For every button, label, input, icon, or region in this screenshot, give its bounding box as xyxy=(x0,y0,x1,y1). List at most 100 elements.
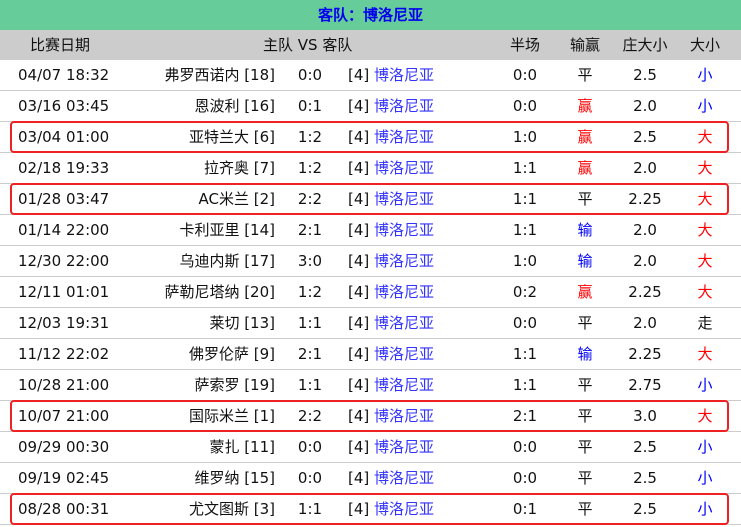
home-team[interactable]: 萨勒尼塔纳 [20] xyxy=(164,283,275,301)
away-name[interactable]: 博洛尼亚 xyxy=(374,128,435,146)
away-name[interactable]: 博洛尼亚 xyxy=(374,314,435,332)
ou-result: 大 xyxy=(697,283,713,301)
home-team[interactable]: 莱切 [13] xyxy=(209,314,275,332)
away-team[interactable]: [4] 博洛尼亚 xyxy=(348,60,434,90)
away-team[interactable]: [4] 博洛尼亚 xyxy=(348,122,434,152)
result: 平 xyxy=(577,190,593,208)
away-rank: [4] xyxy=(348,283,370,301)
away-team[interactable]: [4] 博洛尼亚 xyxy=(348,339,434,369)
full-score: 0:0 xyxy=(297,66,323,84)
ou-line: 2.25 xyxy=(628,190,662,208)
half-score: 1:1 xyxy=(512,376,538,394)
away-team[interactable]: [4] 博洛尼亚 xyxy=(348,432,434,462)
full-score: 0:0 xyxy=(297,469,323,487)
ou-result: 小 xyxy=(697,66,713,84)
home-team[interactable]: 亚特兰大 [6] xyxy=(188,128,275,146)
away-team[interactable]: [4] 博洛尼亚 xyxy=(348,184,434,214)
table-row: 03/16 03:45 恩波利 [16] 0:1 [4] 博洛尼亚 0:0 赢 … xyxy=(0,91,741,122)
away-rank: [4] xyxy=(348,376,370,394)
ou-line: 2.25 xyxy=(628,283,662,301)
away-name[interactable]: 博洛尼亚 xyxy=(374,66,435,84)
away-team[interactable]: [4] 博洛尼亚 xyxy=(348,370,434,400)
away-name[interactable]: 博洛尼亚 xyxy=(374,97,435,115)
ou-line: 2.0 xyxy=(633,314,657,332)
away-rank: [4] xyxy=(348,252,370,270)
full-score: 1:2 xyxy=(297,159,323,177)
home-team[interactable]: AC米兰 [2] xyxy=(198,190,276,208)
full-score: 1:1 xyxy=(297,500,323,518)
ou-line: 2.0 xyxy=(633,97,657,115)
home-team[interactable]: 弗罗西诺内 [18] xyxy=(164,66,275,84)
match-date: 12/03 19:31 xyxy=(18,314,110,332)
result: 平 xyxy=(577,376,593,394)
away-name[interactable]: 博洛尼亚 xyxy=(374,407,435,425)
home-team[interactable]: 国际米兰 [1] xyxy=(188,407,275,425)
away-rank: [4] xyxy=(348,221,370,239)
match-date: 10/28 21:00 xyxy=(18,376,110,394)
away-name[interactable]: 博洛尼亚 xyxy=(374,159,435,177)
home-team[interactable]: 恩波利 [16] xyxy=(194,97,275,115)
away-team[interactable]: [4] 博洛尼亚 xyxy=(348,246,434,276)
ou-result: 小 xyxy=(697,376,713,394)
ou-result: 大 xyxy=(697,221,713,239)
result: 平 xyxy=(577,438,593,456)
home-team[interactable]: 维罗纳 [15] xyxy=(194,469,275,487)
away-team[interactable]: [4] 博洛尼亚 xyxy=(348,153,434,183)
home-team[interactable]: 拉齐奥 [7] xyxy=(203,159,275,177)
match-date: 04/07 18:32 xyxy=(18,66,110,84)
away-name[interactable]: 博洛尼亚 xyxy=(374,376,435,394)
away-team[interactable]: [4] 博洛尼亚 xyxy=(348,91,434,121)
header-odds: 庄大小 xyxy=(622,36,668,54)
away-team[interactable]: [4] 博洛尼亚 xyxy=(348,308,434,338)
full-score: 2:1 xyxy=(297,221,323,239)
away-name[interactable]: 博洛尼亚 xyxy=(374,190,435,208)
home-team[interactable]: 卡利亚里 [14] xyxy=(179,221,275,239)
ou-result: 大 xyxy=(697,159,713,177)
full-score: 0:0 xyxy=(297,438,323,456)
home-team[interactable]: 佛罗伦萨 [9] xyxy=(188,345,275,363)
away-name[interactable]: 博洛尼亚 xyxy=(374,345,435,363)
table-row: 10/28 21:00 萨索罗 [19] 1:1 [4] 博洛尼亚 1:1 平 … xyxy=(0,370,741,401)
header-row: 比赛日期 主队 VS 客队 半场 输赢 庄大小 大小 xyxy=(0,30,741,60)
ou-result: 大 xyxy=(697,345,713,363)
home-team[interactable]: 蒙扎 [11] xyxy=(209,438,275,456)
away-name[interactable]: 博洛尼亚 xyxy=(374,500,435,518)
away-team[interactable]: [4] 博洛尼亚 xyxy=(348,463,434,493)
header-half: 半场 xyxy=(509,36,540,54)
home-team[interactable]: 萨索罗 [19] xyxy=(194,376,275,394)
match-date: 09/29 00:30 xyxy=(18,438,110,456)
away-name[interactable]: 博洛尼亚 xyxy=(374,469,435,487)
away-rank: [4] xyxy=(348,66,370,84)
ou-line: 3.0 xyxy=(633,407,657,425)
away-name[interactable]: 博洛尼亚 xyxy=(374,252,435,270)
half-score: 0:0 xyxy=(512,97,538,115)
full-score: 0:1 xyxy=(297,97,323,115)
ou-result: 小 xyxy=(697,469,713,487)
result: 输 xyxy=(577,221,593,239)
half-score: 2:1 xyxy=(512,407,538,425)
home-team[interactable]: 尤文图斯 [3] xyxy=(188,500,275,518)
full-score: 1:1 xyxy=(297,376,323,394)
header-result: 输赢 xyxy=(569,36,600,54)
away-team[interactable]: [4] 博洛尼亚 xyxy=(348,215,434,245)
half-score: 0:2 xyxy=(512,283,538,301)
header-date: 比赛日期 xyxy=(30,36,91,54)
table-row: 12/03 19:31 莱切 [13] 1:1 [4] 博洛尼亚 0:0 平 2… xyxy=(0,308,741,339)
home-team[interactable]: 乌迪内斯 [17] xyxy=(179,252,275,270)
ou-result: 大 xyxy=(697,128,713,146)
away-name[interactable]: 博洛尼亚 xyxy=(374,221,435,239)
away-name[interactable]: 博洛尼亚 xyxy=(374,438,435,456)
result: 赢 xyxy=(577,283,593,301)
table-row: 02/18 19:33 拉齐奥 [7] 1:2 [4] 博洛尼亚 1:1 赢 2… xyxy=(0,153,741,184)
away-rank: [4] xyxy=(348,190,370,208)
result: 输 xyxy=(577,345,593,363)
ou-line: 2.5 xyxy=(633,438,657,456)
away-team[interactable]: [4] 博洛尼亚 xyxy=(348,401,434,431)
away-team[interactable]: [4] 博洛尼亚 xyxy=(348,494,434,524)
away-name[interactable]: 博洛尼亚 xyxy=(374,283,435,301)
half-score: 1:1 xyxy=(512,221,538,239)
match-date: 03/16 03:45 xyxy=(18,97,110,115)
result: 输 xyxy=(577,252,593,270)
away-rank: [4] xyxy=(348,314,370,332)
away-team[interactable]: [4] 博洛尼亚 xyxy=(348,277,434,307)
